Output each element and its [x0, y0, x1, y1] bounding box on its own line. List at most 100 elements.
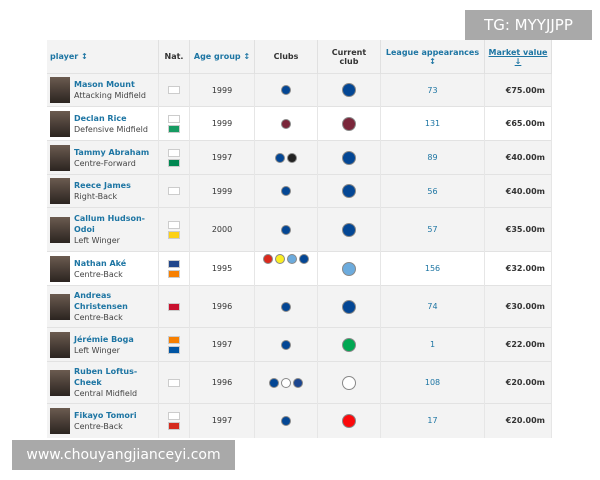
league-appearances-link[interactable]: 108 [380, 361, 485, 404]
player-position: Defensive Midfield [74, 124, 148, 134]
club-badge-icon[interactable] [342, 299, 356, 314]
sort-age-group[interactable]: Age group ↕ [189, 40, 255, 74]
nationality-cell [158, 285, 190, 328]
player-position: Right-Back [74, 192, 118, 201]
club-badge-icon[interactable] [269, 377, 279, 388]
current-club-cell [317, 174, 381, 208]
current-club-cell [317, 73, 381, 107]
clubs-cell [254, 140, 318, 175]
player-name-link[interactable]: Ruben Loftus-Cheek [74, 367, 138, 387]
league-appearances-link[interactable]: 57 [380, 207, 485, 252]
flag-icon [168, 302, 180, 311]
market-value: €22.00m [484, 327, 552, 362]
market-value: €35.00m [484, 207, 552, 252]
club-badge-icon[interactable] [281, 377, 291, 388]
current-club-cell [317, 207, 381, 252]
flag-icon [168, 148, 180, 157]
club-badge-icon[interactable] [275, 254, 285, 264]
club-badge-icon[interactable] [299, 254, 309, 264]
club-badge-icon[interactable] [281, 224, 291, 235]
club-badge-icon[interactable] [281, 415, 291, 426]
club-badge-icon[interactable] [281, 339, 291, 350]
current-club-cell [317, 285, 381, 328]
club-badge-icon[interactable] [275, 152, 285, 163]
market-value: €75.00m [484, 73, 552, 107]
league-appearances-link[interactable]: 89 [380, 140, 485, 175]
clubs-cell [254, 403, 318, 438]
flag-icon [168, 345, 180, 354]
nationality-cell [158, 73, 190, 107]
market-value: €32.00m [484, 251, 552, 286]
league-appearances-link[interactable]: 74 [380, 285, 485, 328]
club-badge-icon[interactable] [342, 184, 356, 198]
club-badge-icon[interactable] [293, 377, 303, 388]
player-name-link[interactable]: Tammy Abraham [74, 147, 150, 157]
club-badge-icon[interactable] [342, 337, 356, 352]
player-name-link[interactable]: Reece James [74, 181, 131, 190]
table-row: Fikayo Tomori Centre-Back 1997 17 €20.00… [47, 403, 552, 438]
player-name-link[interactable]: Fikayo Tomori [74, 410, 137, 420]
age-group: 2000 [189, 207, 255, 252]
table-row: Callum Hudson-Odoi Left Winger 2000 57 €… [47, 207, 552, 252]
avatar [50, 178, 70, 204]
flag-icon [168, 378, 180, 387]
avatar [50, 407, 70, 434]
market-value: €20.00m [484, 361, 552, 404]
flag-icon [168, 158, 180, 167]
header-current-club: Current club [317, 40, 381, 74]
market-value: €40.00m [484, 174, 552, 208]
league-appearances-link[interactable]: 56 [380, 174, 485, 208]
club-badge-icon[interactable] [281, 85, 291, 95]
flag-icon [168, 220, 180, 229]
player-position: Centre-Forward [74, 158, 136, 168]
avatar [50, 255, 70, 282]
club-badge-icon[interactable] [287, 152, 297, 163]
sort-league-appearances[interactable]: League appearances ↕ [380, 40, 485, 74]
club-badge-icon[interactable] [342, 116, 356, 131]
club-badge-icon[interactable] [263, 254, 273, 264]
player-position: Centre-Back [74, 421, 123, 431]
club-badge-icon[interactable] [287, 254, 297, 264]
sort-market-value[interactable]: Market value ↓ [484, 40, 552, 74]
market-value: €30.00m [484, 285, 552, 328]
league-appearances-link[interactable]: 17 [380, 403, 485, 438]
player-cell: Ruben Loftus-Cheek Central Midfield [47, 361, 159, 404]
player-position: Attacking Midfield [74, 91, 146, 100]
league-appearances-link[interactable]: 73 [380, 73, 485, 107]
club-badge-icon[interactable] [281, 186, 291, 196]
flag-icon [168, 335, 180, 344]
flag-icon [168, 230, 180, 239]
player-position: Centre-Back [74, 269, 123, 279]
club-badge-icon[interactable] [342, 413, 356, 428]
current-club-cell [317, 327, 381, 362]
player-cell: Callum Hudson-Odoi Left Winger [47, 207, 159, 252]
player-name-link[interactable]: Callum Hudson-Odoi [74, 214, 145, 234]
player-cell: Andreas Christensen Centre-Back [47, 285, 159, 328]
club-badge-icon[interactable] [342, 150, 356, 165]
sort-player[interactable]: player ↕ [47, 40, 159, 74]
club-badge-icon[interactable] [281, 301, 291, 312]
flag-icon [168, 421, 180, 430]
club-badge-icon[interactable] [342, 83, 356, 97]
table-row: Nathan Aké Centre-Back 1995 156 €32.00m [47, 251, 552, 286]
club-badge-icon[interactable] [342, 261, 356, 276]
player-name-link[interactable]: Declan Rice [74, 113, 127, 123]
player-cell: Fikayo Tomori Centre-Back [47, 403, 159, 438]
clubs-cell [254, 361, 318, 404]
club-badge-icon[interactable] [342, 222, 356, 237]
league-appearances-link[interactable]: 1 [380, 327, 485, 362]
avatar [50, 144, 70, 171]
player-name-link[interactable]: Andreas Christensen [74, 291, 128, 311]
player-name-link[interactable]: Jérémie Boga [74, 334, 134, 344]
league-appearances-link[interactable]: 131 [380, 106, 485, 141]
nationality-cell [158, 174, 190, 208]
player-cell: Reece James Right-Back [47, 174, 159, 208]
club-badge-icon[interactable] [342, 375, 356, 390]
header-clubs: Clubs [254, 40, 318, 74]
club-badge-icon[interactable] [281, 118, 291, 129]
league-appearances-link[interactable]: 156 [380, 251, 485, 286]
player-name-link[interactable]: Mason Mount [74, 80, 135, 89]
clubs-cell [254, 106, 318, 141]
clubs-cell [254, 327, 318, 362]
player-name-link[interactable]: Nathan Aké [74, 258, 127, 268]
